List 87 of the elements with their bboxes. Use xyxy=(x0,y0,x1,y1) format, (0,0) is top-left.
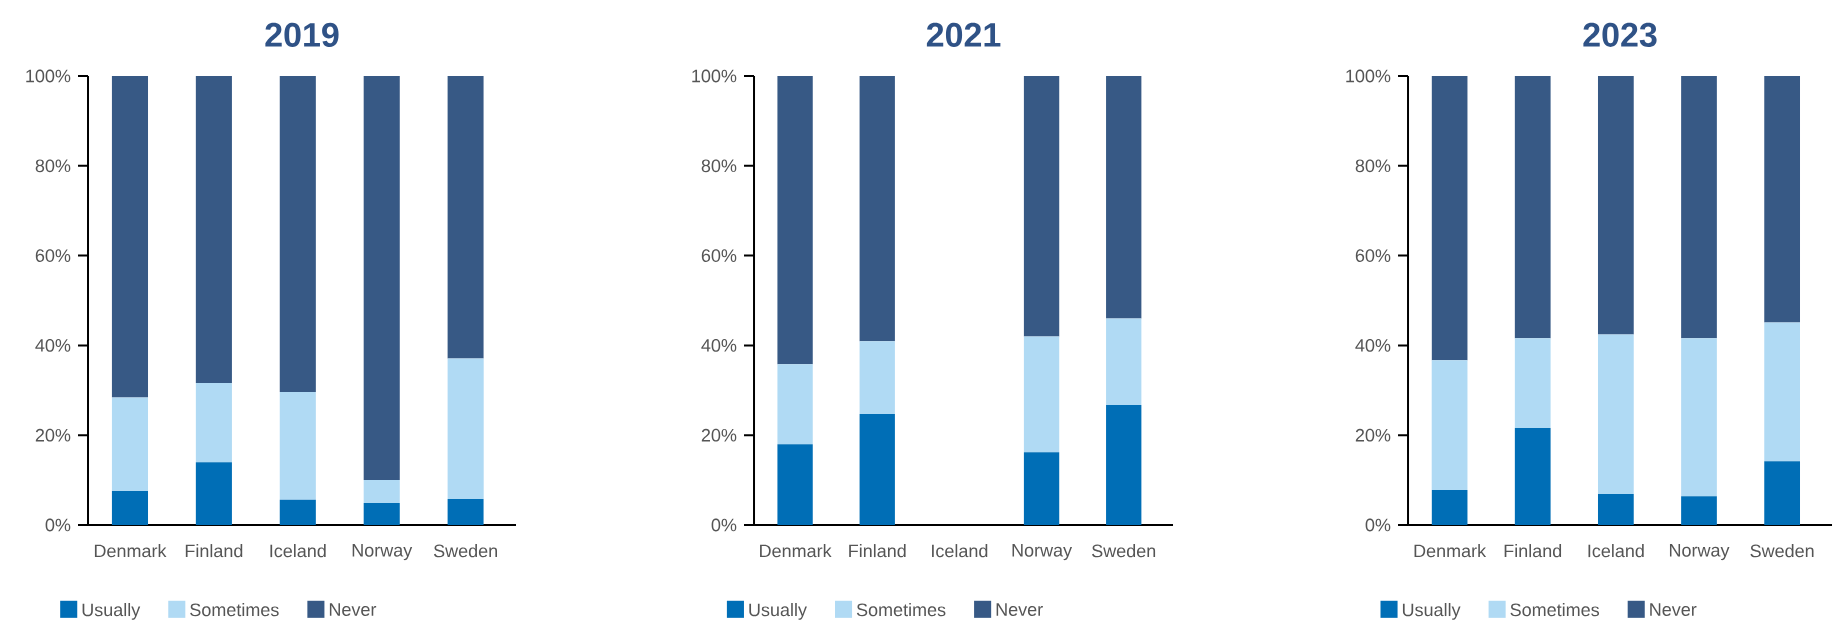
y-tick-label: 100% xyxy=(692,69,737,83)
bar xyxy=(111,397,149,491)
bar xyxy=(1681,75,1717,339)
bar xyxy=(777,75,813,365)
legend-label: Usually xyxy=(749,602,807,620)
y-tick-label: 20% xyxy=(1355,428,1391,442)
bar xyxy=(111,490,149,525)
bar xyxy=(279,392,316,500)
y-tick-label: 80% xyxy=(35,159,71,173)
legend-label: Usually xyxy=(1402,602,1461,620)
y-tick-label: 100% xyxy=(26,69,71,83)
y-tick-label: 40% xyxy=(701,339,737,352)
bar xyxy=(1106,75,1142,319)
x-tick-label: Norway xyxy=(352,544,413,561)
y-tick-label: 0% xyxy=(45,518,71,532)
x-tick-label: Denmark xyxy=(94,544,167,558)
x-tick-label: Iceland xyxy=(270,544,326,558)
bar xyxy=(195,383,232,463)
bar xyxy=(1023,75,1060,337)
bar xyxy=(1681,338,1717,497)
bar xyxy=(1431,360,1468,490)
y-tick-label: 80% xyxy=(1355,159,1391,173)
bar xyxy=(1764,461,1801,525)
bar xyxy=(363,75,400,481)
bar xyxy=(1597,75,1634,335)
bar xyxy=(195,75,232,384)
legend-label: Sometimes xyxy=(1510,602,1600,617)
y-tick-label: 0% xyxy=(711,518,737,532)
bar xyxy=(195,462,232,525)
bar xyxy=(363,480,400,503)
y-tick-label: 60% xyxy=(701,249,737,262)
bar xyxy=(1431,489,1468,525)
bar xyxy=(1764,322,1801,462)
x-tick-label: Sweden xyxy=(1092,544,1156,558)
x-tick-label: Iceland xyxy=(932,544,988,558)
y-tick-label: 100% xyxy=(1346,69,1391,83)
bar xyxy=(1597,494,1634,525)
x-tick-label: Finland xyxy=(1504,544,1562,558)
legend-label: Never xyxy=(996,603,1043,616)
y-tick-label: 0% xyxy=(1365,518,1391,532)
x-tick-label: Norway xyxy=(1669,544,1730,561)
chart-title: 2023 xyxy=(1583,22,1657,47)
bar xyxy=(1106,318,1142,406)
x-tick-label: Sweden xyxy=(433,544,497,558)
bar xyxy=(1023,452,1060,525)
bar xyxy=(1764,75,1801,323)
bar xyxy=(447,358,484,499)
legend-label: Never xyxy=(329,603,377,616)
bar xyxy=(1681,496,1717,525)
bar xyxy=(447,498,484,525)
bar xyxy=(1514,428,1551,525)
legend-label: Sometimes xyxy=(856,602,946,617)
bar xyxy=(279,75,316,393)
bar xyxy=(279,499,316,525)
bar xyxy=(777,364,813,445)
legend-label: Sometimes xyxy=(190,602,279,617)
x-tick-label: Denmark xyxy=(1414,544,1487,558)
bar xyxy=(447,75,484,359)
y-tick-label: 40% xyxy=(1355,339,1391,352)
y-tick-label: 80% xyxy=(701,159,737,173)
x-tick-label: Denmark xyxy=(760,544,832,558)
bar xyxy=(777,444,813,525)
bar xyxy=(1597,334,1634,495)
bar xyxy=(1514,338,1551,429)
chart-title: 2019 xyxy=(265,22,339,47)
y-tick-label: 20% xyxy=(35,428,71,442)
chart-title: 2021 xyxy=(926,22,1001,47)
legend-label: Never xyxy=(1650,603,1697,616)
y-tick-label: 20% xyxy=(701,428,737,442)
bar xyxy=(1514,75,1551,339)
bar xyxy=(111,75,149,398)
bar xyxy=(1431,75,1468,361)
x-tick-label: Sweden xyxy=(1750,544,1814,558)
bar xyxy=(363,503,400,525)
legend-label: Usually xyxy=(82,602,141,620)
y-tick-label: 60% xyxy=(1355,249,1391,262)
x-tick-label: Iceland xyxy=(1588,544,1644,558)
y-tick-label: 60% xyxy=(35,249,71,262)
bar xyxy=(1106,405,1142,525)
bar xyxy=(859,75,895,342)
x-tick-label: Norway xyxy=(1012,544,1073,561)
x-tick-label: Finland xyxy=(849,544,906,558)
bar xyxy=(859,341,895,415)
x-tick-label: Finland xyxy=(185,544,243,558)
bar xyxy=(859,414,895,525)
bar xyxy=(1023,336,1060,453)
y-tick-label: 40% xyxy=(35,339,71,352)
